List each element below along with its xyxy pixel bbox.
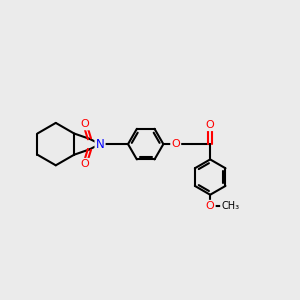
Text: O: O	[80, 119, 89, 129]
Text: CH₃: CH₃	[221, 201, 239, 211]
Text: O: O	[206, 201, 214, 211]
Text: O: O	[80, 159, 89, 169]
Text: O: O	[206, 120, 214, 130]
Text: N: N	[96, 138, 104, 151]
Text: O: O	[171, 139, 180, 149]
